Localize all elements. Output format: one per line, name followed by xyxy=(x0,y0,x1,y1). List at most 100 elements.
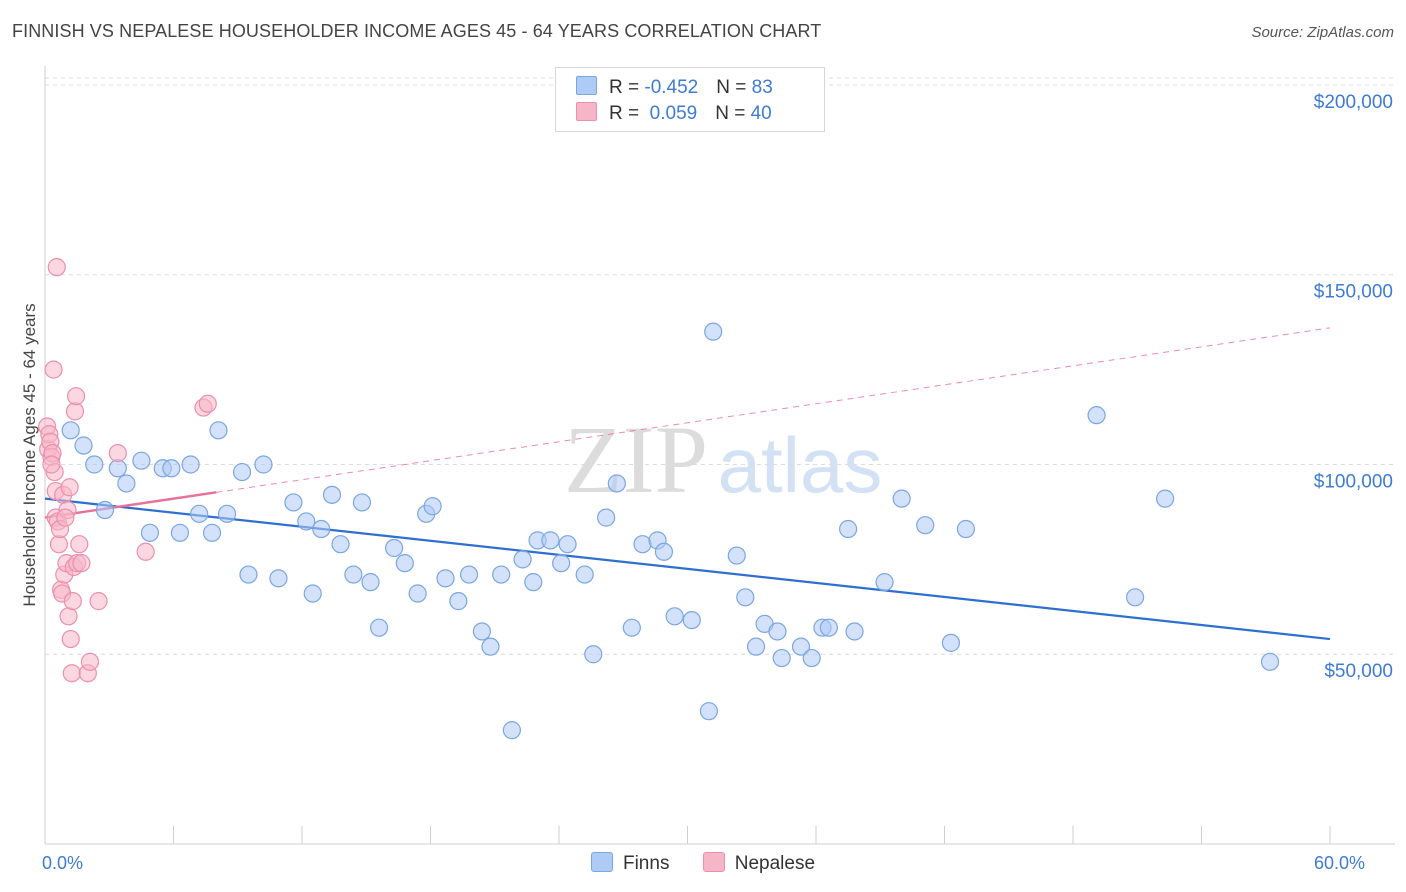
finns-point xyxy=(217,504,237,523)
finns-n-value: 83 xyxy=(751,77,773,98)
finns-point xyxy=(819,618,838,637)
nepalese-point xyxy=(89,592,108,611)
finns-point xyxy=(746,637,766,656)
nepalese-trend-line-dashed xyxy=(216,327,1331,493)
finns-point xyxy=(768,622,787,641)
finns-point xyxy=(727,546,746,565)
finns-point xyxy=(736,588,755,607)
nepalese-point xyxy=(56,508,75,527)
finns-point xyxy=(481,637,500,656)
x-tick-label: 0.0% xyxy=(42,853,83,873)
finns-point xyxy=(95,500,115,520)
nepalese-n-label: N = xyxy=(715,103,751,124)
nepalese-point xyxy=(63,592,82,611)
finns-point xyxy=(361,573,380,592)
legend-finns-label: Finns xyxy=(622,853,670,874)
finns-point xyxy=(791,637,811,656)
finns-point xyxy=(140,523,160,542)
finns-point xyxy=(297,512,316,531)
nepalese-point xyxy=(61,629,80,649)
finns-point xyxy=(61,421,80,440)
nepalese-point xyxy=(65,402,85,421)
finns-point xyxy=(312,519,331,539)
finns-r-value: -0.452 xyxy=(644,77,699,98)
nepalese-point xyxy=(108,444,127,463)
nepalese-point xyxy=(66,387,86,406)
finns-point xyxy=(699,702,719,721)
nepalese-point xyxy=(42,455,61,474)
nepalese-point xyxy=(47,258,66,277)
finns-point xyxy=(772,648,791,668)
tick-labels: $50,000 $100,000 $150,000 $200,000 0.0% 60.0% xyxy=(42,92,1393,873)
finns-point xyxy=(209,421,228,440)
finns-point xyxy=(633,535,652,554)
finns-point xyxy=(74,436,93,455)
chart-title: FINNISH VS NEPALESE HOUSEHOLDER INCOME A… xyxy=(12,21,822,41)
nepalese-point xyxy=(49,535,69,554)
finns-point xyxy=(423,497,442,516)
finns-point xyxy=(704,322,723,341)
stats-legend-row-finns: R = -0.452 N = 83 xyxy=(576,76,773,100)
legend-nepalese-label: Nepalese xyxy=(734,853,816,874)
series-legend: Finns Nepalese xyxy=(0,852,1406,875)
nepalese-point xyxy=(80,652,100,671)
finns-swatch xyxy=(576,76,597,95)
finns-point xyxy=(622,618,641,637)
nepalese-point xyxy=(70,535,89,554)
finns-point xyxy=(384,538,404,558)
finns-point xyxy=(956,519,976,539)
nepalese-point xyxy=(62,664,81,683)
finns-point xyxy=(254,455,273,474)
finns-point xyxy=(492,565,511,584)
finns-point xyxy=(331,535,350,554)
finns-point xyxy=(202,523,222,542)
finns-point xyxy=(597,508,616,527)
finns-point xyxy=(941,633,961,652)
finns-point xyxy=(472,622,491,641)
finns-point xyxy=(239,565,258,584)
y-tick-label: $50,000 xyxy=(1324,661,1393,682)
finns-point xyxy=(839,519,858,539)
finns-point xyxy=(190,504,209,523)
finns-point xyxy=(269,569,288,588)
watermark-atlas: atlas xyxy=(718,421,883,509)
finns-point xyxy=(513,550,532,569)
finns-point xyxy=(875,573,894,592)
finns-point xyxy=(170,523,190,542)
legend-item-finns[interactable]: Finns xyxy=(590,852,670,875)
finns-r-label: R = xyxy=(609,77,645,98)
finns-point xyxy=(344,565,363,584)
nepalese-swatch xyxy=(576,102,597,121)
y-tick-label: $200,000 xyxy=(1314,92,1393,113)
finns-point xyxy=(654,542,674,561)
finns-point xyxy=(1260,652,1280,671)
legend-item-nepalese[interactable]: Nepalese xyxy=(702,852,816,875)
finns-point xyxy=(108,459,127,478)
finns-point xyxy=(584,645,603,664)
finns-point xyxy=(181,455,200,474)
finns-point xyxy=(558,535,577,554)
finns-point xyxy=(436,569,455,588)
finns-point xyxy=(117,474,136,493)
finns-point xyxy=(1155,489,1175,508)
finns-point xyxy=(85,455,104,474)
finns-point xyxy=(541,531,560,550)
finns-point xyxy=(284,493,303,512)
finns-point xyxy=(892,489,911,508)
finns-point xyxy=(395,554,414,573)
finns-point xyxy=(459,565,479,584)
nepalese-point xyxy=(59,607,78,626)
y-tick-label: $100,000 xyxy=(1314,471,1393,492)
finns-point xyxy=(916,516,935,535)
nepalese-point xyxy=(44,360,63,379)
finns-point xyxy=(607,474,626,493)
finns-point xyxy=(162,459,181,478)
legend-nepalese-swatch xyxy=(702,852,725,872)
finns-point xyxy=(845,622,864,641)
y-tick-label: $150,000 xyxy=(1314,282,1393,303)
finns-point xyxy=(449,592,468,611)
finns-point xyxy=(802,648,821,668)
finns-point xyxy=(1126,588,1145,607)
nepalese-r-value: 0.059 xyxy=(644,103,698,124)
